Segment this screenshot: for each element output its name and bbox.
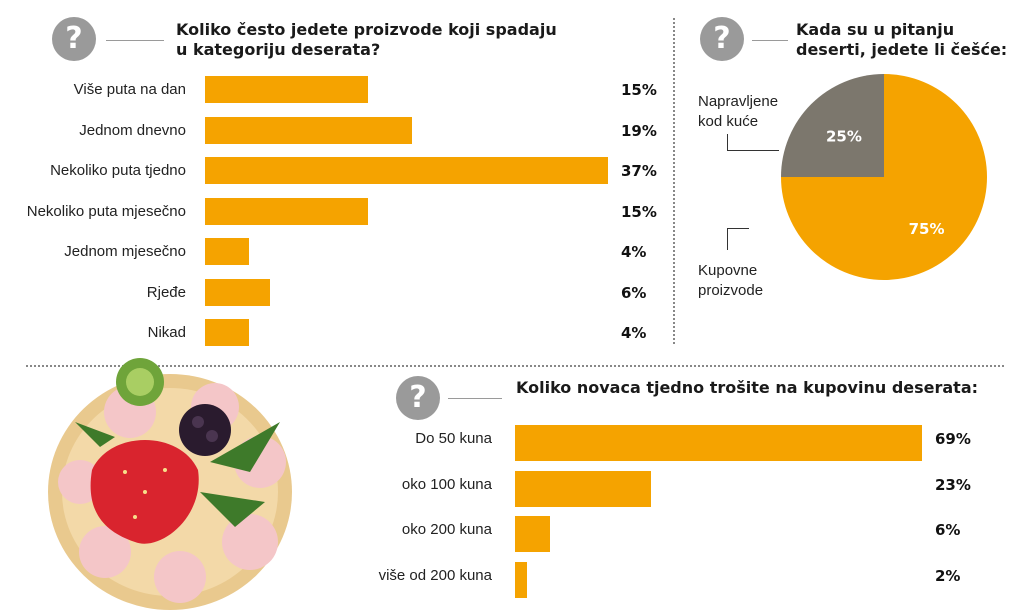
category-label: Rjeđe xyxy=(146,283,186,301)
pie-label-store-bought-line-2: proizvode xyxy=(698,282,764,299)
pie-label-store-bought: Kupovne proizvode xyxy=(698,261,763,301)
value-label: 6% xyxy=(621,283,647,302)
vertical-divider xyxy=(673,18,675,344)
pie-label-home-made: Napravljene kod kuće xyxy=(698,92,778,132)
category-label: Nekoliko puta tjedno xyxy=(50,162,186,179)
bar xyxy=(205,278,271,306)
horizontal-divider xyxy=(26,365,1004,367)
value-label: 23% xyxy=(935,475,971,494)
pie-value-label: 75% xyxy=(909,220,945,238)
category-label: Nekoliko puta mjesečno xyxy=(26,202,186,220)
spending-chart-title: Koliko novaca tjedno trošite na kupovinu… xyxy=(516,378,979,397)
bar xyxy=(205,116,412,144)
bar xyxy=(205,238,249,265)
value-label: 4% xyxy=(621,324,647,342)
category-label: Više puta na dan xyxy=(73,81,186,98)
pie-leader-line xyxy=(727,150,779,151)
category-label: više od 200 kuna xyxy=(378,567,492,585)
category-label: oko 200 kuna xyxy=(401,521,492,539)
frequency-title-line-1: Koliko često jedete proizvode koji spada… xyxy=(176,20,557,39)
category-label: Do 50 kuna xyxy=(415,430,492,447)
value-label: 2% xyxy=(935,567,961,586)
frequency-title-line-2: u kategoriju deserata? xyxy=(176,40,381,59)
pie-slice xyxy=(781,74,884,177)
pie-leader-line xyxy=(727,228,749,229)
value-label: 37% xyxy=(621,162,657,180)
title-connector-line xyxy=(106,40,164,41)
pie-label-store-bought-line-1: Kupovne xyxy=(698,262,758,279)
pie-value-label: 25% xyxy=(826,127,862,145)
category-label: Nikad xyxy=(147,324,186,341)
question-icon: ? xyxy=(700,17,744,61)
pie-slice xyxy=(781,74,987,280)
title-connector-line xyxy=(448,398,502,399)
bar xyxy=(205,197,369,225)
category-label: Jednom dnevno xyxy=(79,121,186,139)
title-connector-line xyxy=(752,40,788,41)
pie-title-line-1: Kada su u pitanju xyxy=(796,20,955,39)
value-label: 15% xyxy=(621,202,657,221)
pie-leader-line xyxy=(727,228,728,250)
category-label: Jednom mjesečno xyxy=(64,243,186,260)
bar xyxy=(515,516,551,553)
bar xyxy=(515,470,651,507)
bar xyxy=(205,157,608,184)
dessert-tart-image xyxy=(48,358,292,610)
pie-chart-title: Kada su u pitanju deserti, jedete li češ… xyxy=(796,20,1007,60)
pie-leader-line xyxy=(727,134,728,151)
bar xyxy=(515,425,922,461)
question-icon: ? xyxy=(52,17,96,61)
category-label: oko 100 kuna xyxy=(401,475,492,493)
bar xyxy=(205,319,249,346)
pie-label-home-made-line-2: kod kuće xyxy=(698,113,759,130)
pie-label-home-made-line-1: Napravljene xyxy=(698,93,779,110)
pie-title-line-2: deserti, jedete li češće: xyxy=(796,40,1008,59)
value-label: 69% xyxy=(935,430,971,448)
question-icon: ? xyxy=(396,376,440,420)
value-label: 6% xyxy=(935,521,961,540)
value-label: 15% xyxy=(621,81,657,99)
value-label: 19% xyxy=(621,121,657,140)
bar xyxy=(515,562,527,599)
bar xyxy=(205,76,369,103)
frequency-chart-title: Koliko često jedete proizvode koji spada… xyxy=(176,20,557,60)
value-label: 4% xyxy=(621,243,647,261)
